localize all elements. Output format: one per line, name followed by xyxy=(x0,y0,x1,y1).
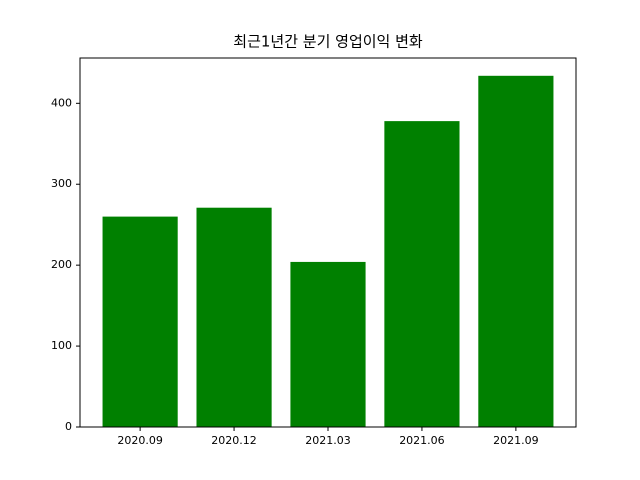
y-tick-label: 300 xyxy=(51,177,72,190)
bar xyxy=(478,75,554,427)
x-tick-label: 2021.09 xyxy=(493,434,539,447)
bar xyxy=(196,207,272,427)
x-tick-label: 2021.03 xyxy=(305,434,351,447)
y-tick-label: 400 xyxy=(51,96,72,109)
plot-frame xyxy=(79,57,577,428)
y-tick-label: 200 xyxy=(51,258,72,271)
x-tick-label: 2020.09 xyxy=(117,434,163,447)
x-tick-label: 2021.06 xyxy=(399,434,445,447)
y-tick-label: 100 xyxy=(51,339,72,352)
bar xyxy=(384,121,460,428)
y-tick-label: 0 xyxy=(65,420,72,433)
chart-title: 최근1년간 분기 영업이익 변화 xyxy=(233,33,423,51)
x-tick-label: 2020.12 xyxy=(211,434,257,447)
bar xyxy=(290,261,366,427)
bar xyxy=(102,216,178,427)
